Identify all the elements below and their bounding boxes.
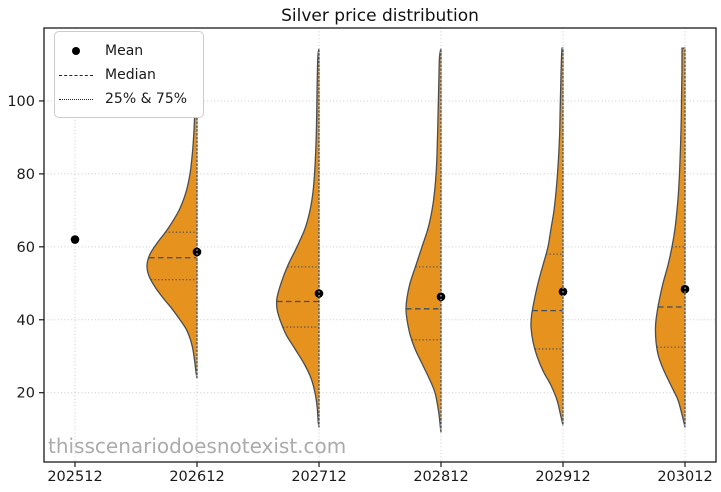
legend-swatch bbox=[55, 47, 97, 55]
legend-item-median: Median bbox=[55, 63, 203, 87]
x-tick-label: 202612 bbox=[169, 469, 224, 485]
chart-title: Silver price distribution bbox=[281, 6, 479, 26]
mean-dot-203012 bbox=[680, 284, 690, 294]
legend-label-median: Median bbox=[105, 67, 156, 83]
x-tick-label: 202712 bbox=[291, 469, 346, 485]
mean-dot-202612 bbox=[192, 247, 202, 257]
x-tick-label: 202912 bbox=[535, 469, 590, 485]
quartile-line-icon bbox=[59, 98, 93, 100]
legend-item-mean: Mean bbox=[55, 39, 203, 63]
y-tick-label: 40 bbox=[17, 313, 35, 329]
legend-label-quartiles: 25% & 75% bbox=[105, 91, 188, 107]
violin-202712 bbox=[275, 47, 320, 428]
watermark: thisscenariodoesnotexist.com bbox=[48, 434, 346, 458]
mean-dot-202712 bbox=[314, 289, 324, 298]
mean-dot-202512 bbox=[70, 235, 80, 244]
violin-202812 bbox=[405, 47, 442, 433]
legend-swatch bbox=[55, 74, 97, 76]
y-tick-label: 20 bbox=[17, 386, 35, 402]
mean-marker-icon bbox=[72, 47, 80, 55]
legend-swatch bbox=[55, 98, 97, 100]
mean-dot-202812 bbox=[436, 292, 446, 302]
x-tick-label: 202512 bbox=[47, 469, 102, 485]
violin-203012 bbox=[654, 47, 686, 428]
legend: Mean Median 25% & 75% bbox=[54, 31, 204, 118]
violin-202612 bbox=[146, 47, 198, 379]
x-tick-label: 202812 bbox=[413, 469, 468, 485]
y-tick-label: 60 bbox=[17, 240, 35, 256]
legend-label-mean: Mean bbox=[105, 43, 144, 59]
median-line-icon bbox=[59, 74, 93, 76]
plot-border bbox=[43, 27, 717, 463]
x-tick-label: 203012 bbox=[657, 469, 712, 485]
y-tick-label: 80 bbox=[17, 167, 35, 183]
violin-202912 bbox=[530, 47, 564, 426]
y-tick-label: 100 bbox=[7, 94, 35, 110]
legend-item-quartiles: 25% & 75% bbox=[55, 87, 203, 111]
